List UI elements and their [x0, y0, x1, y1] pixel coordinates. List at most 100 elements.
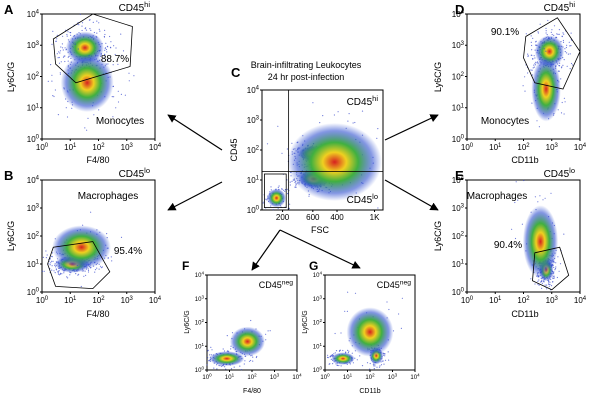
event-dot: [284, 189, 286, 191]
panel-letter: D: [455, 2, 464, 17]
y-tick-label: 103: [27, 204, 40, 213]
event-dot: [557, 256, 559, 258]
event-dot: [339, 349, 341, 351]
event-dot: [230, 368, 233, 370]
event-dot: [76, 270, 78, 272]
event-dot: [553, 273, 555, 275]
event-dot: [51, 80, 53, 82]
event-dot: [255, 356, 257, 359]
event-dot: [231, 332, 234, 334]
y-tick-label-base: 10: [452, 204, 461, 213]
y-tick-label: 100: [452, 288, 465, 297]
event-dot: [337, 111, 339, 113]
event-dot: [120, 33, 122, 35]
x-tick-label-base: 10: [320, 375, 327, 381]
event-dot: [555, 262, 557, 264]
event-dot: [562, 41, 565, 44]
event-dot: [351, 352, 353, 354]
event-dot: [96, 20, 98, 22]
event-dot: [111, 260, 113, 262]
gate-label-sup: neg: [282, 279, 294, 286]
y-tick-label-sup: 2: [256, 146, 260, 152]
event-dot: [120, 93, 122, 95]
x-tick-label: 102: [517, 143, 530, 152]
event-dot: [544, 197, 546, 199]
x-tick-label-base: 10: [92, 143, 101, 152]
event-dot: [81, 29, 83, 32]
event-dot: [112, 64, 114, 66]
y-tick-label-base: 10: [313, 273, 320, 279]
x-tick-label-sup: 3: [277, 373, 280, 378]
panel-letter: G: [309, 259, 318, 273]
event-dot: [92, 35, 94, 37]
x-tick-label: 104: [292, 373, 302, 381]
event-dot: [63, 272, 65, 274]
x-tick-label-sup: 1: [73, 296, 77, 302]
x-tick-label: 100: [461, 143, 474, 152]
event-dot: [103, 57, 105, 59]
event-dot: [352, 362, 354, 364]
event-dot: [230, 348, 232, 350]
event-dot: [73, 35, 75, 37]
event-dot: [265, 339, 267, 341]
event-dot: [265, 198, 267, 200]
density-core: [346, 307, 394, 357]
y-tick-label-sup: 0: [36, 288, 40, 294]
event-dot: [347, 352, 349, 354]
event-dot: [59, 52, 61, 54]
event-dot: [207, 357, 209, 359]
event-dot: [59, 50, 62, 52]
event-dot: [532, 67, 534, 69]
event-dot: [537, 280, 539, 282]
event-dot: [107, 257, 109, 259]
gate-label-sup: lo: [569, 166, 575, 175]
density-core: [287, 123, 382, 201]
event-dot: [248, 360, 251, 362]
event-dot: [207, 349, 209, 351]
event-dot: [336, 364, 338, 366]
event-dot: [56, 38, 58, 40]
event-dot: [527, 53, 529, 55]
event-dot: [550, 278, 552, 280]
gate-label-base: CD45: [377, 280, 400, 290]
event-dot: [70, 34, 72, 36]
event-dot: [78, 24, 80, 26]
y-tick-label-base: 10: [452, 41, 461, 50]
event-dot: [71, 107, 73, 109]
event-dot: [568, 41, 570, 43]
event-dot: [525, 33, 527, 35]
event-dot: [262, 202, 264, 204]
event-dot: [243, 363, 245, 365]
event-dot: [57, 114, 60, 116]
panel-letter: A: [4, 2, 14, 17]
event-dot: [549, 281, 551, 283]
x-tick-label-sup: 0: [45, 296, 49, 302]
event-dot: [50, 262, 52, 264]
event-dot: [272, 209, 274, 211]
x-tick-label-sup: 4: [299, 373, 302, 378]
event-dot: [546, 34, 548, 36]
y-tick-label-base: 10: [27, 232, 36, 241]
y-tick-label-base: 10: [313, 297, 320, 303]
y-tick-label-base: 10: [27, 288, 36, 297]
event-dot: [284, 190, 286, 192]
x-tick-label: 103: [388, 373, 398, 381]
event-dot: [250, 319, 252, 322]
event-dot: [52, 260, 54, 262]
event-dot: [81, 22, 84, 24]
event-dot: [83, 275, 85, 277]
event-dot: [515, 181, 517, 183]
event-dot: [289, 181, 291, 183]
gate-label-sup: lo: [372, 192, 378, 201]
y-tick-label: 104: [452, 10, 465, 19]
y-tick-label-sup: 1: [319, 342, 322, 347]
gate-label: CD45lo: [544, 166, 575, 180]
event-dot: [92, 21, 94, 23]
y-axis-label: Ly6C/G: [433, 221, 443, 251]
event-dot: [354, 292, 357, 294]
y-tick-label: 103: [247, 116, 260, 125]
event-dot: [538, 284, 540, 286]
x-tick-label: 104: [574, 143, 587, 152]
event-dot: [52, 252, 54, 254]
event-dot: [51, 74, 53, 76]
